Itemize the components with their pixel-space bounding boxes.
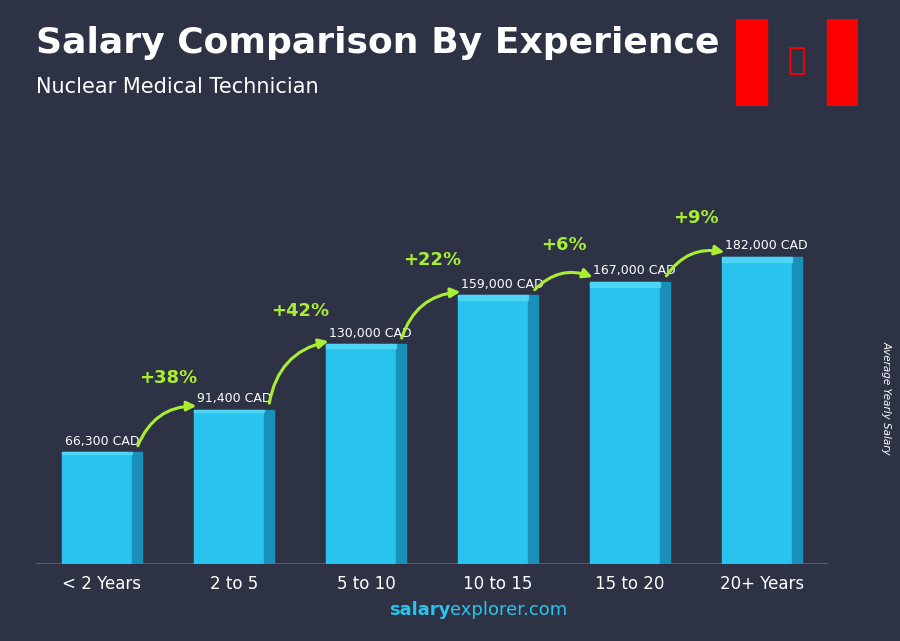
- Bar: [458, 296, 528, 564]
- Bar: [264, 410, 274, 564]
- Text: Average Yearly Salary: Average Yearly Salary: [881, 340, 892, 454]
- Bar: [327, 344, 396, 564]
- FancyArrowPatch shape: [269, 340, 325, 403]
- Bar: [396, 344, 406, 564]
- FancyArrowPatch shape: [138, 402, 193, 445]
- Text: explorer.com: explorer.com: [450, 601, 567, 619]
- Text: +9%: +9%: [673, 209, 719, 227]
- Text: 167,000 CAD: 167,000 CAD: [593, 264, 676, 278]
- Bar: [792, 256, 802, 564]
- Text: Salary Comparison By Experience: Salary Comparison By Experience: [36, 26, 719, 60]
- Text: 159,000 CAD: 159,000 CAD: [461, 278, 544, 291]
- Bar: [62, 452, 132, 564]
- Bar: [590, 282, 660, 287]
- Text: Nuclear Medical Technician: Nuclear Medical Technician: [36, 77, 319, 97]
- Text: 130,000 CAD: 130,000 CAD: [329, 327, 411, 340]
- Text: 91,400 CAD: 91,400 CAD: [197, 392, 272, 405]
- FancyArrowPatch shape: [401, 289, 457, 338]
- Bar: [458, 296, 528, 300]
- Bar: [827, 19, 858, 106]
- Bar: [660, 282, 670, 564]
- Text: +42%: +42%: [271, 302, 329, 320]
- Text: 66,300 CAD: 66,300 CAD: [65, 435, 140, 447]
- Text: 🍁: 🍁: [788, 46, 806, 75]
- Bar: [590, 282, 660, 564]
- Text: +22%: +22%: [403, 251, 461, 269]
- Text: +38%: +38%: [139, 369, 197, 387]
- Text: +6%: +6%: [541, 236, 587, 254]
- FancyArrowPatch shape: [666, 246, 721, 276]
- Bar: [723, 256, 792, 564]
- Text: 182,000 CAD: 182,000 CAD: [725, 239, 807, 252]
- FancyArrowPatch shape: [535, 269, 590, 290]
- Bar: [194, 410, 264, 412]
- Bar: [327, 344, 396, 348]
- Bar: [132, 452, 141, 564]
- Bar: [194, 410, 264, 564]
- Bar: [528, 296, 537, 564]
- Text: salary: salary: [389, 601, 450, 619]
- Bar: [736, 19, 767, 106]
- Bar: [62, 452, 132, 454]
- Bar: [723, 256, 792, 262]
